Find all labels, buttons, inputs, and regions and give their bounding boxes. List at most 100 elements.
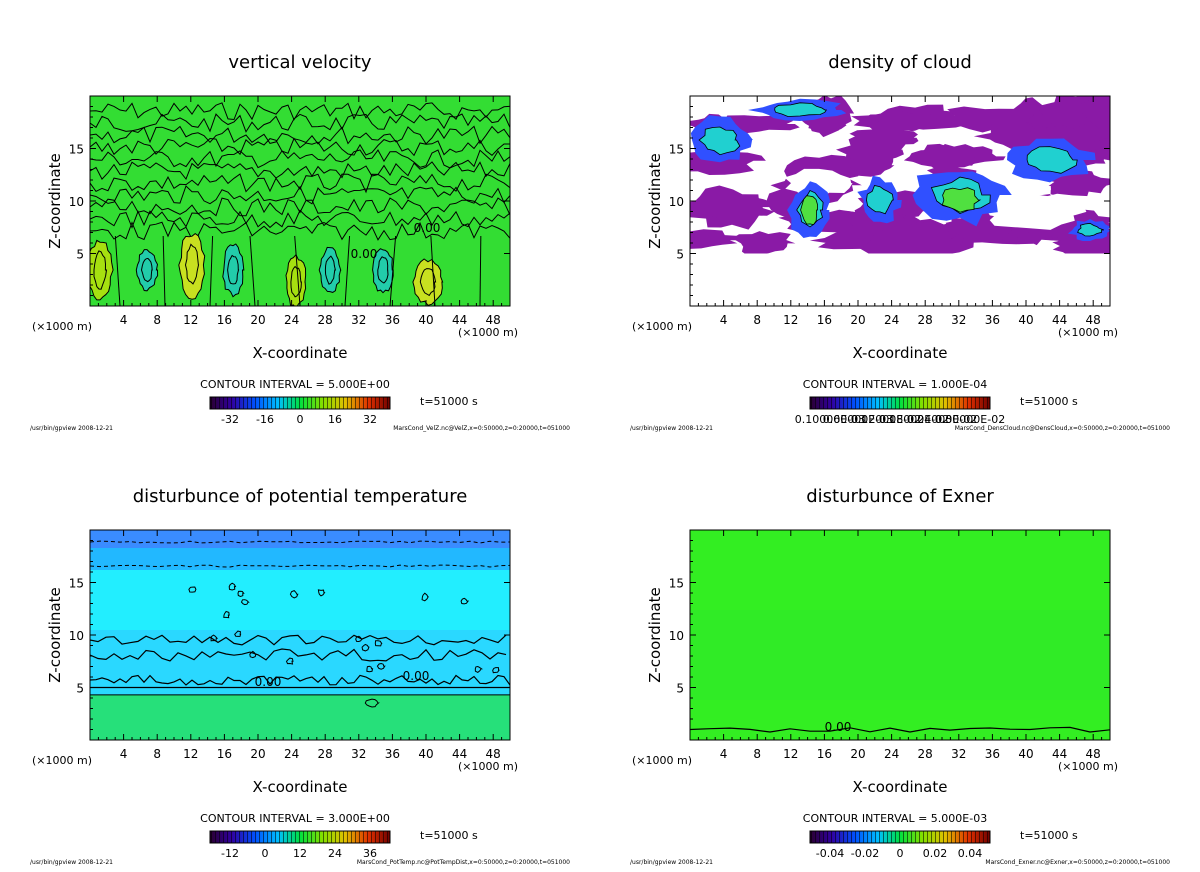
contour-line (249, 235, 256, 306)
x-tick-label: 12 (783, 313, 798, 327)
y-tick-label: 15 (669, 577, 684, 591)
chart-panel-4: 0.004 8 12 16 20 24 28 32 36 40 44 4851015disturbun… (630, 486, 1170, 866)
colorbar-tick-label: 0 (897, 847, 904, 860)
inner-contour (227, 254, 240, 285)
footer-left: /usr/bin/gpview 2008-12-21 (630, 859, 713, 866)
contour-line (479, 235, 482, 306)
y-axis-label: Z-coordinate (646, 153, 664, 248)
x-axis-label: X-coordinate (853, 344, 948, 362)
contour-interval: CONTOUR INTERVAL = 1.000E-04 (803, 378, 987, 391)
x-tick-label: 8 (153, 747, 161, 761)
cloud-core (698, 126, 741, 156)
plot-field (690, 530, 1110, 740)
cloud-patch (690, 229, 751, 249)
contour-speck (355, 635, 364, 643)
cloud-patch (836, 132, 906, 167)
cloud-core (866, 185, 894, 215)
y-tick-label: 5 (676, 682, 684, 696)
inner-contour (377, 256, 389, 284)
x-unit-label-right: (×1000 m) (458, 326, 518, 339)
mid-layer (690, 610, 1110, 700)
footer-left: /usr/bin/gpview 2008-12-21 (30, 425, 113, 432)
colorbar-tick-label: -32 (221, 413, 239, 426)
contour-speck (474, 665, 484, 673)
colorbar: -0.04 -0.02 0 0.02 0.04 (809, 830, 991, 860)
contour-line (90, 173, 510, 194)
contour-line (90, 125, 510, 145)
inner-contour (93, 250, 108, 290)
x-axis: 4 8 12 16 20 24 28 32 36 40 44 48 (697, 96, 1103, 327)
contour-speck (237, 590, 245, 598)
contour-speck (240, 599, 250, 606)
footer-left: /usr/bin/gpview 2008-12-21 (30, 859, 113, 866)
cloud-peak (800, 195, 818, 226)
contour-line (90, 648, 507, 662)
colorbar-stripes (810, 831, 990, 843)
contour-line (90, 634, 507, 646)
cloud-patch (1052, 234, 1110, 257)
contour-speck (376, 662, 386, 670)
contour-line (389, 235, 397, 306)
footer-right: MarsCond_Exner.nc@Exner,x=0:50000,z=0:20… (985, 859, 1170, 866)
y-tick-label: 10 (69, 629, 84, 643)
chart-title: density of cloud (828, 52, 972, 73)
contour-speck (289, 590, 299, 599)
footer-right: MarsCond_VelZ.nc@VelZ,x=0:50000,z=0:2000… (393, 425, 570, 432)
x-tick-label: 40 (1018, 747, 1033, 761)
colorbar-tick-label: -16 (256, 413, 274, 426)
contour-speck (460, 597, 470, 605)
x-tick-label: 40 (418, 747, 433, 761)
inner-contour (290, 265, 302, 298)
contour-line (90, 137, 510, 157)
x-tick-label: 16 (817, 747, 832, 761)
inner-contour (184, 243, 200, 285)
updraft-cell (178, 232, 206, 300)
chart-title: disturbunce of potential temperature (133, 486, 468, 507)
x-unit-label-right: (×1000 m) (1058, 326, 1118, 339)
contour-line (90, 674, 510, 686)
colorbar-frame (209, 396, 391, 410)
plot-field (90, 530, 510, 740)
colorbar-tick-label: 0.10000E-03 (795, 413, 865, 426)
x-axis: 4 8 12 16 20 24 28 32 36 40 44 48 (697, 530, 1103, 761)
contour-speck (317, 589, 326, 597)
x-tick-label: 28 (918, 313, 933, 327)
x-tick-label: 20 (850, 313, 865, 327)
x-unit-label-right: (×1000 m) (458, 760, 518, 773)
contour-label: 0.00 (351, 247, 378, 261)
footer-right: MarsCond_PotTemp.nc@PotTempDist,x=0:5000… (357, 859, 570, 866)
y-tick-label: 15 (69, 577, 84, 591)
x-tick-label: 48 (486, 313, 501, 327)
updraft-cell (222, 243, 245, 298)
x-tick-label: 4 (120, 313, 128, 327)
contour-line (114, 235, 121, 306)
colorbar-tick-label: 0.60000E-03 (823, 413, 893, 426)
colorbar-stripes (210, 397, 390, 409)
x-tick-label: 40 (418, 313, 433, 327)
x-tick-label: 8 (753, 747, 761, 761)
chart-title: vertical velocity (228, 52, 372, 73)
colorbar-frame (209, 830, 391, 844)
y-tick-label: 5 (76, 248, 84, 262)
x-tick-label: 24 (884, 747, 899, 761)
x-tick-label: 20 (850, 747, 865, 761)
x-tick-label: 20 (250, 747, 265, 761)
contour-line (90, 540, 510, 544)
x-tick-label: 4 (720, 313, 728, 327)
contour-line (90, 149, 510, 169)
x-tick-label: 28 (918, 747, 933, 761)
x-axis: 4 8 12 16 20 24 28 32 36 40 44 48 (97, 530, 503, 761)
colorbar-tick-label: 0.30000E-02 (935, 413, 1005, 426)
x-tick-label: 36 (385, 747, 400, 761)
x-tick-label: 48 (1086, 313, 1101, 327)
contour-interval: CONTOUR INTERVAL = 3.000E+00 (200, 812, 390, 825)
contour-speck (249, 650, 257, 659)
x-tick-label: 36 (385, 313, 400, 327)
x-tick-label: 32 (351, 313, 366, 327)
contour-line (90, 113, 510, 133)
inner-contour (324, 255, 337, 285)
x-tick-label: 28 (318, 747, 333, 761)
colorbar: -12 0 12 24 36 (209, 830, 391, 860)
colorbar-tick-label: -0.02 (851, 847, 879, 860)
colorbar: -32 -16 0 16 32 (209, 396, 391, 426)
